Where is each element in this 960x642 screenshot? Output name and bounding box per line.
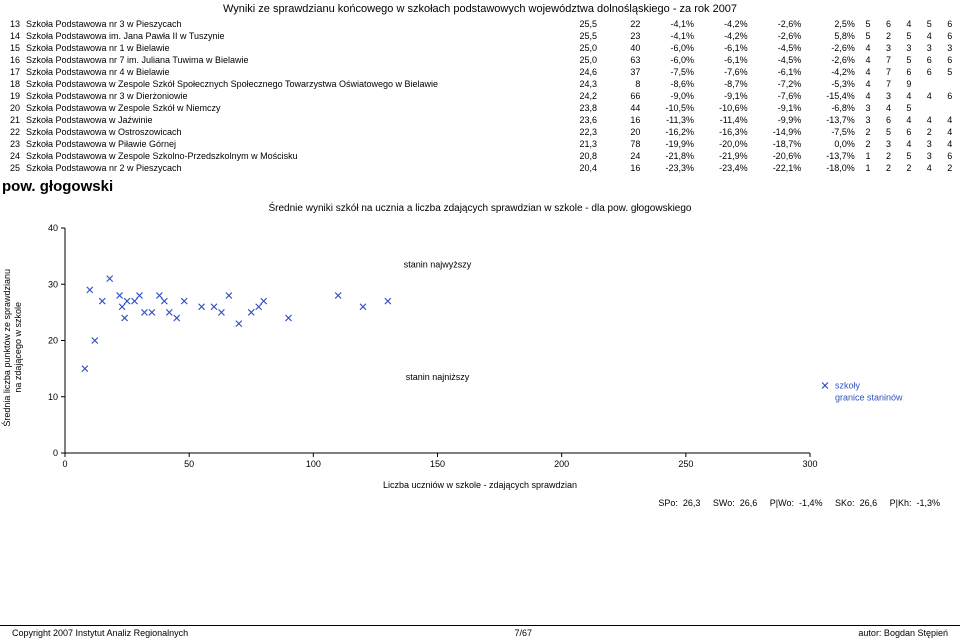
table-row: 18Szkoła Podstawowa w Zespole Szkół Społ… [0,78,960,90]
svg-text:50: 50 [184,459,194,469]
section-header: pow. głogowski [0,174,960,197]
page-title: Wyniki ze sprawdzianu końcowego w szkoła… [0,0,960,18]
table-row: 23Szkoła Podstawowa w Piławie Górnej21,3… [0,138,960,150]
scatter-chart: 0 50 100 150 200 250 300 0 10 20 30 40 stanin najwyż… [30,218,930,478]
svg-text:szkoły: szkoły [835,381,861,391]
svg-text:250: 250 [678,459,693,469]
chart-container: Średnia liczba punktów ze sprawdzianuna … [0,218,960,478]
x-axis-label: Liczba uczniów w szkole - zdających spra… [0,478,960,492]
table-row: 19Szkoła Podstawowa nr 3 w Dierżoniowie2… [0,90,960,102]
chart-title: Średnie wyniki szkół na ucznia a liczba … [0,197,960,218]
y-axis-label: Średnia liczba punktów ze sprawdzianuna … [0,269,30,427]
table-row: 20Szkoła Podstawowa w Zespole Szkół w Ni… [0,102,960,114]
footer-right: autor: Bogdan Stępień [858,628,948,638]
results-table: 13Szkoła Podstawowa nr 3 w Pieszycach25,… [0,18,960,174]
svg-text:stanin najniższy: stanin najniższy [405,372,469,382]
svg-text:0: 0 [53,448,58,458]
footer-left: Copyright 2007 Instytut Analiz Regionaln… [12,628,188,638]
svg-text:0: 0 [62,459,67,469]
svg-text:300: 300 [802,459,817,469]
svg-text:30: 30 [48,279,58,289]
table-row: 16Szkoła Podstawowa nr 7 im. Juliana Tuw… [0,54,960,66]
table-row: 22Szkoła Podstawowa w Ostroszowicach22,3… [0,126,960,138]
page-footer: Copyright 2007 Instytut Analiz Regionaln… [0,625,960,638]
stats-line: SPo: 26,3 SWo: 26,6 P|Wo: -1,4% SKo: 26,… [0,492,960,508]
table-row: 15Szkoła Podstawowa nr 1 w Bielawie25,04… [0,42,960,54]
table-row: 25Szkoła Podstawowa nr 2 w Pieszycach20,… [0,162,960,174]
table-row: 13Szkoła Podstawowa nr 3 w Pieszycach25,… [0,18,960,30]
table-row: 17Szkoła Podstawowa nr 4 w Bielawie24,63… [0,66,960,78]
table-row: 21Szkoła Podstawowa w Jaźwinie23,616-11,… [0,114,960,126]
svg-text:150: 150 [430,459,445,469]
svg-text:100: 100 [305,459,320,469]
svg-text:stanin najwyższy: stanin najwyższy [403,259,471,269]
svg-text:20: 20 [48,336,58,346]
svg-text:10: 10 [48,392,58,402]
table-row: 14Szkoła Podstawowa im. Jana Pawła II w … [0,30,960,42]
table-row: 24Szkoła Podstawowa w Zespole Szkolno-Pr… [0,150,960,162]
footer-center: 7/67 [515,628,533,638]
svg-text:granice staninów: granice staninów [835,393,903,403]
svg-text:200: 200 [554,459,569,469]
svg-text:40: 40 [48,223,58,233]
